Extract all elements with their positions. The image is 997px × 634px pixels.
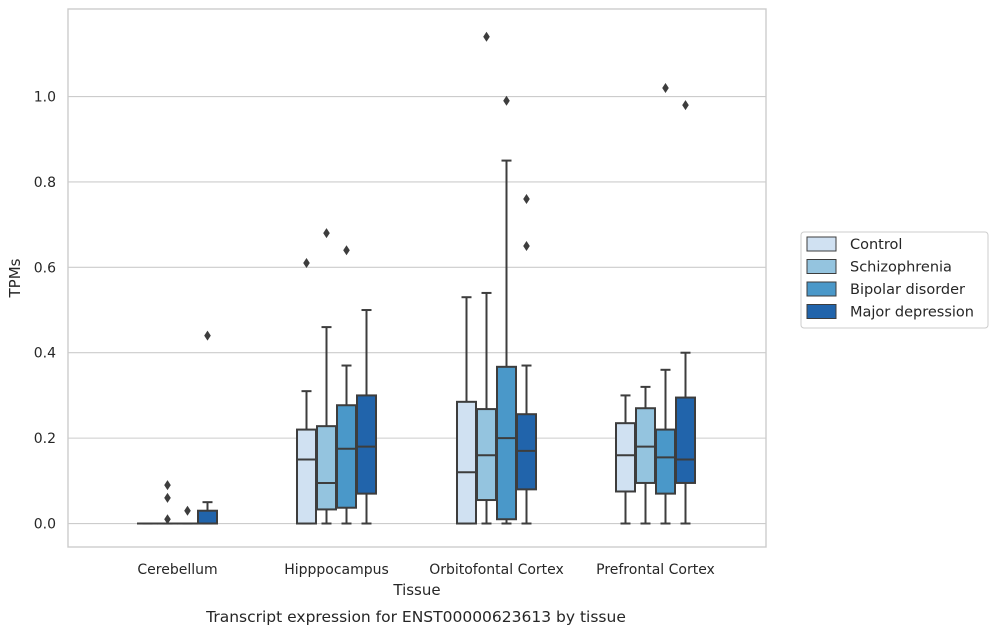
box-body: [356, 394, 377, 495]
outlier-point: [204, 330, 211, 341]
box: [476, 31, 497, 525]
series-major-depression: [197, 100, 696, 525]
y-tick-label: 0.8: [34, 175, 56, 191]
y-tick-label: 0.0: [34, 517, 56, 533]
outlier-point: [184, 505, 191, 516]
x-tick-labels: Cerebellum Hipppocampus Orbitofontal Corte…: [137, 562, 714, 578]
outlier-point: [523, 240, 530, 251]
legend-item: Bipolar disorder: [806, 281, 965, 298]
x-axis-label: Tissue: [392, 581, 440, 599]
outlier-point: [164, 492, 171, 503]
legend-item: Schizophrenia: [806, 259, 952, 276]
box-body: [316, 425, 337, 511]
legend-frame: [800, 231, 989, 329]
outlier-point: [483, 31, 490, 42]
legend-item: Control: [806, 236, 902, 253]
box: [456, 296, 477, 525]
y-axis-label: TPMs: [6, 258, 24, 298]
y-tick-labels: 0.0 0.2 0.4 0.6 0.8 1.0: [34, 90, 56, 533]
box: [635, 385, 656, 525]
box: [615, 394, 636, 525]
box: [296, 258, 317, 525]
legend-swatch: [806, 281, 837, 297]
outlier-point: [343, 245, 350, 256]
legend-swatch: [806, 304, 837, 319]
y-tick-label: 0.2: [34, 431, 56, 447]
series-bipolar-disorder: [177, 82, 676, 525]
outlier-point: [303, 258, 310, 269]
outlier-point: [682, 100, 689, 111]
box-body: [456, 400, 477, 525]
box-body: [675, 396, 696, 484]
box: [516, 194, 537, 525]
box-body: [496, 365, 517, 521]
box: [496, 95, 517, 525]
x-tick-label: Orbitofontal Cortex: [429, 562, 564, 578]
outlier-point: [164, 480, 171, 491]
x-tick-label: Cerebellum: [137, 562, 217, 578]
box-series: [137, 31, 696, 525]
legend-swatch: [806, 236, 837, 252]
legend: Control Schizophrenia Bipolar disorder Majo…: [800, 231, 989, 329]
y-tick-label: 0.4: [34, 346, 56, 362]
box: [356, 309, 377, 525]
box: [157, 480, 178, 525]
box: [177, 505, 198, 525]
box-body: [635, 407, 656, 484]
outlier-point: [662, 82, 669, 93]
box-body: [296, 428, 317, 525]
plot-frame: [67, 8, 767, 548]
x-tick-label: Prefrontal Cortex: [596, 562, 715, 578]
legend-label: Schizophrenia: [850, 260, 952, 276]
legend-item: Major depression: [806, 304, 974, 321]
legend-label: Control: [850, 237, 902, 253]
box: [655, 82, 676, 525]
series-schizophrenia: [157, 31, 656, 525]
outlier-point: [164, 514, 171, 525]
box-body: [615, 422, 636, 493]
box: [336, 245, 357, 525]
box-body: [655, 428, 676, 495]
legend-label: Major depression: [850, 305, 974, 321]
outlier-point: [323, 228, 330, 239]
x-tick-label: Hipppocampus: [284, 562, 389, 578]
y-tick-label: 0.6: [34, 260, 56, 276]
box-body: [197, 509, 218, 525]
legend-label: Bipolar disorder: [850, 282, 965, 298]
chart-caption: Transcript expression for ENST0000062361…: [205, 608, 626, 626]
box: [675, 100, 696, 525]
legend-swatch: [806, 259, 837, 274]
outlier-point: [523, 194, 530, 205]
y-tick-label: 1.0: [34, 90, 56, 106]
series-control: [137, 258, 636, 525]
box: [197, 330, 218, 525]
box: [316, 228, 337, 525]
box-body: [336, 404, 357, 509]
outlier-point: [503, 95, 510, 106]
